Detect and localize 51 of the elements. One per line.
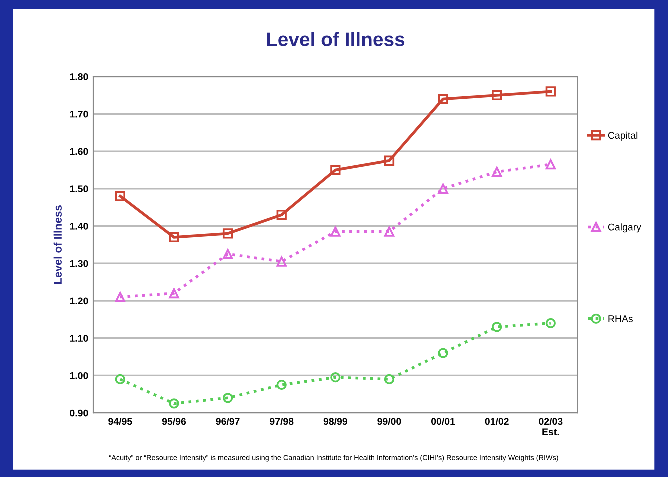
point [384, 226, 395, 237]
point [115, 374, 126, 385]
point [276, 380, 287, 390]
y-tick-label: 1.40 [70, 222, 88, 230]
y-tick-label: 1.80 [70, 74, 88, 80]
x-tick-label: 98/99 [324, 418, 348, 426]
y-tick-label: 1.30 [70, 260, 88, 268]
point [492, 322, 502, 332]
x-tick-label: 00/01 [432, 418, 456, 426]
point [330, 165, 341, 176]
point [384, 374, 395, 385]
y-tick-label: 1.60 [70, 148, 88, 156]
point [222, 228, 234, 239]
point [546, 318, 556, 328]
x-tick-label: 96/97 [216, 418, 240, 426]
y-tick-label: 1.20 [70, 298, 88, 305]
legend-label: Capital [608, 132, 638, 141]
x-tick-label: 97/98 [270, 418, 294, 426]
point [222, 249, 234, 260]
legend-label: RHAs [608, 316, 633, 322]
y-tick-label: 0.90 [70, 410, 88, 417]
point [169, 232, 180, 243]
point [169, 398, 180, 409]
point [384, 156, 395, 166]
point [438, 348, 448, 358]
point [222, 393, 234, 404]
y-tick-label: 1.70 [70, 110, 88, 118]
point [546, 86, 556, 97]
point [330, 372, 341, 383]
point [438, 94, 448, 104]
point [276, 256, 287, 267]
point [438, 184, 448, 194]
point [115, 292, 126, 302]
point [492, 90, 502, 101]
point [276, 210, 287, 220]
x-tick-label: 95/96 [162, 418, 186, 426]
y-axis-title: Level of Illness [54, 206, 62, 284]
point [330, 226, 341, 237]
chart-title: Level of Illness [267, 32, 405, 46]
x-tick-label: 94/95 [108, 418, 132, 426]
y-tick-label: 1.50 [70, 186, 88, 193]
point [169, 288, 180, 299]
legend-label: Calgary [608, 224, 642, 233]
x-tick-label: 01/02 [485, 418, 509, 426]
point [115, 191, 126, 202]
point [492, 167, 502, 178]
y-tick-label: 1.00 [70, 372, 88, 380]
x-tick-label: 02/03 Est. [539, 418, 563, 436]
y-tick-label: 1.10 [70, 335, 88, 342]
x-tick-label: 99/00 [378, 418, 402, 426]
point [546, 160, 556, 170]
